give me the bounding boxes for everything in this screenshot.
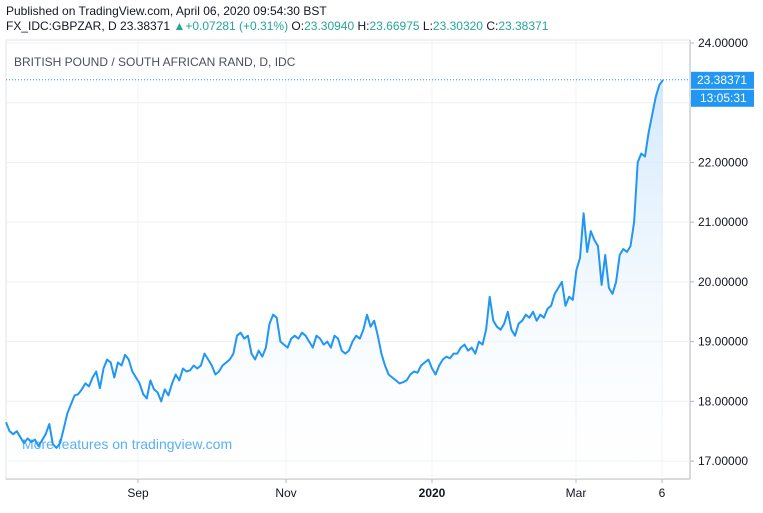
x-tick-label: 6: [659, 486, 666, 500]
x-tick-label: Mar: [566, 486, 587, 500]
y-tick-label: 19.00000: [698, 335, 748, 349]
low-label: L:: [422, 19, 433, 33]
chart-title: BRITISH POUND / SOUTH AFRICAN RAND, D, I…: [14, 55, 296, 69]
price-badges: 23.38371 13:05:31: [691, 71, 754, 107]
symbol-line: FX_IDC:GBPZAR, D 23.38371 ▲+0.07281 (+0.…: [6, 19, 548, 34]
high-label: H:: [357, 19, 370, 33]
y-tick-label: 20.00000: [698, 275, 748, 289]
countdown-badge-text: 13:05:31: [700, 91, 747, 105]
published-line: Published on TradingView.com, April 06, …: [6, 4, 327, 18]
last-price-badge: [691, 71, 754, 89]
y-tick-label: 18.00000: [698, 394, 748, 408]
area-fill: [6, 80, 663, 479]
low-value: 23.30320: [432, 19, 483, 33]
price-change: +0.07281 (+0.31%): [185, 19, 289, 33]
change-up-icon: ▲: [173, 19, 186, 33]
close-value: 23.38371: [498, 19, 549, 33]
x-tick-label: Nov: [275, 486, 296, 500]
open-label: O:: [291, 19, 305, 33]
open-value: 23.30940: [304, 19, 355, 33]
x-tick-label: Sep: [127, 486, 149, 500]
countdown-badge: [691, 89, 754, 107]
watermark-link[interactable]: More features on tradingview.com: [22, 436, 232, 452]
price-line: [5, 79, 664, 449]
last-price: 23.38371: [120, 19, 171, 33]
symbol-name: FX_IDC:GBPZAR, D: [6, 19, 117, 33]
y-tick-label: 24.00000: [698, 36, 748, 50]
high-value: 23.66975: [369, 19, 420, 33]
last-price-badge-text: 23.38371: [697, 73, 747, 87]
y-tick-label: 17.00000: [698, 454, 748, 468]
close-label: C:: [486, 19, 499, 33]
y-tick-label: 22.00000: [698, 155, 748, 169]
y-tick-label: 21.00000: [698, 215, 748, 229]
axis-ticks: 17.00000 18.00000 19.00000 20.00000 21.00000…: [127, 36, 748, 500]
x-tick-label: 2020: [419, 486, 446, 500]
chart-header: Published on TradingView.com, April 06, …: [6, 4, 548, 34]
